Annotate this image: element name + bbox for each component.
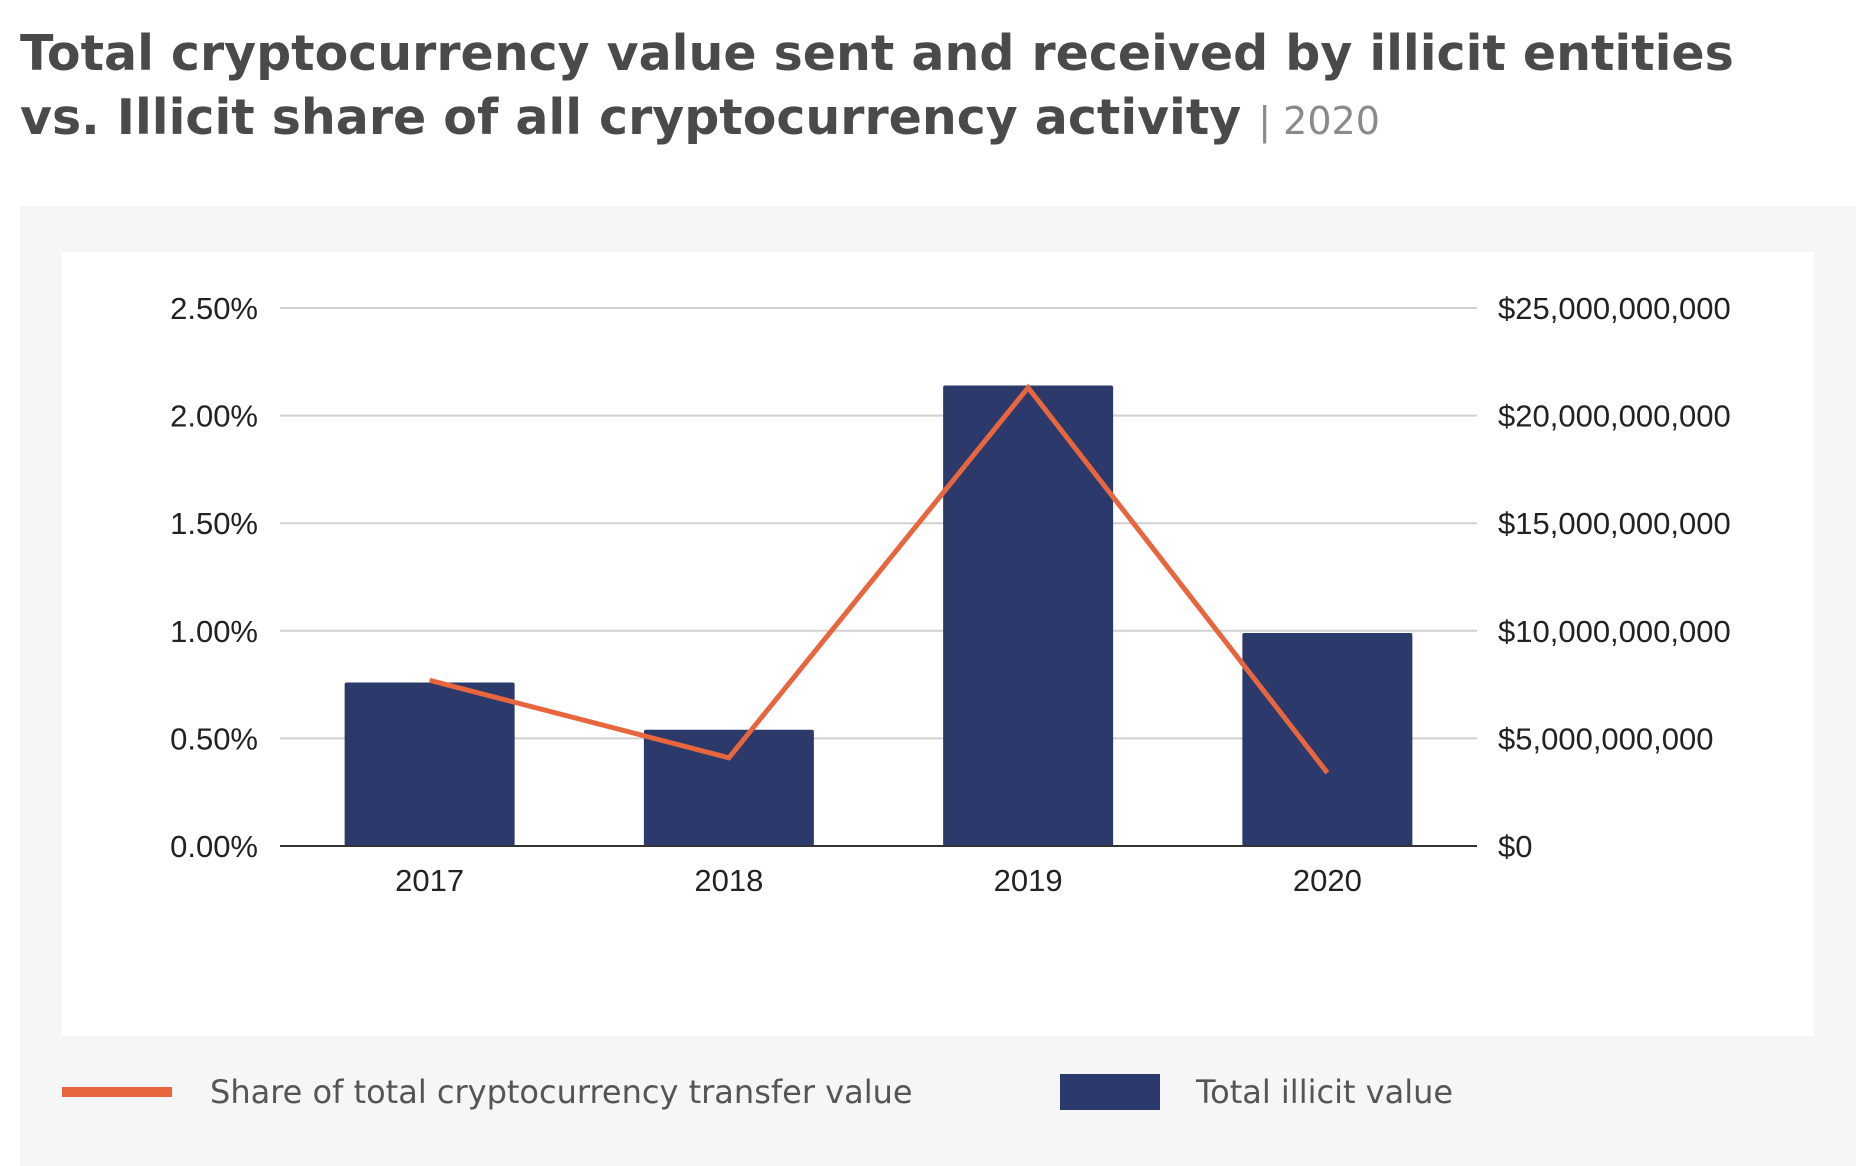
x-tick-label: 2019 bbox=[994, 863, 1063, 898]
chart-title: Total cryptocurrency value sent and rece… bbox=[20, 22, 1820, 153]
legend-item-illicit: Total illicit value bbox=[1060, 1068, 1453, 1116]
y-right-tick-label: $5,000,000,000 bbox=[1498, 721, 1714, 756]
bar-2020 bbox=[1242, 632, 1413, 846]
y-right-tick-label: $25,000,000,000 bbox=[1498, 291, 1731, 326]
chart-title-text: Total cryptocurrency value sent and rece… bbox=[20, 25, 1734, 146]
legend-item-share: Share of total cryptocurrency transfer v… bbox=[62, 1068, 913, 1116]
bar-2017 bbox=[344, 682, 515, 846]
bar-2019 bbox=[943, 385, 1114, 846]
y-left-tick-label: 1.00% bbox=[170, 614, 258, 649]
y-right-tick-label: $10,000,000,000 bbox=[1498, 614, 1731, 649]
chart-panel: 0.00% $0 0.50% $5,000,000,000 1.00% $10,000,0… bbox=[20, 206, 1856, 1166]
y-left-tick-label: 0.50% bbox=[170, 721, 258, 756]
y-right-tick-label: $15,000,000,000 bbox=[1498, 506, 1731, 541]
y-left-tick-label: 2.50% bbox=[170, 291, 258, 326]
y-right-tick-label: $20,000,000,000 bbox=[1498, 399, 1731, 434]
legend-label-illicit: Total illicit value bbox=[1196, 1073, 1454, 1111]
x-tick-label: 2020 bbox=[1293, 863, 1362, 898]
legend-bar-swatch bbox=[1060, 1074, 1160, 1110]
y-left-tick-label: 1.50% bbox=[170, 506, 258, 541]
chart-year-tag: | 2020 bbox=[1258, 99, 1380, 143]
x-tick-label: 2017 bbox=[395, 863, 464, 898]
legend-line-swatch bbox=[62, 1087, 172, 1097]
chart-svg: 0.00% $0 0.50% $5,000,000,000 1.00% $10,000,0… bbox=[170, 291, 1731, 898]
chart-card: 0.00% $0 0.50% $5,000,000,000 1.00% $10,000,0… bbox=[62, 252, 1814, 1036]
y-right-tick-label: $0 bbox=[1498, 829, 1532, 864]
x-tick-label: 2018 bbox=[694, 863, 763, 898]
y-left-tick-label: 0.00% bbox=[170, 829, 258, 864]
bar-2018 bbox=[643, 729, 814, 846]
legend-label-share: Share of total cryptocurrency transfer v… bbox=[210, 1073, 913, 1111]
share-line bbox=[428, 383, 1330, 775]
y-left-tick-label: 2.00% bbox=[170, 399, 258, 434]
